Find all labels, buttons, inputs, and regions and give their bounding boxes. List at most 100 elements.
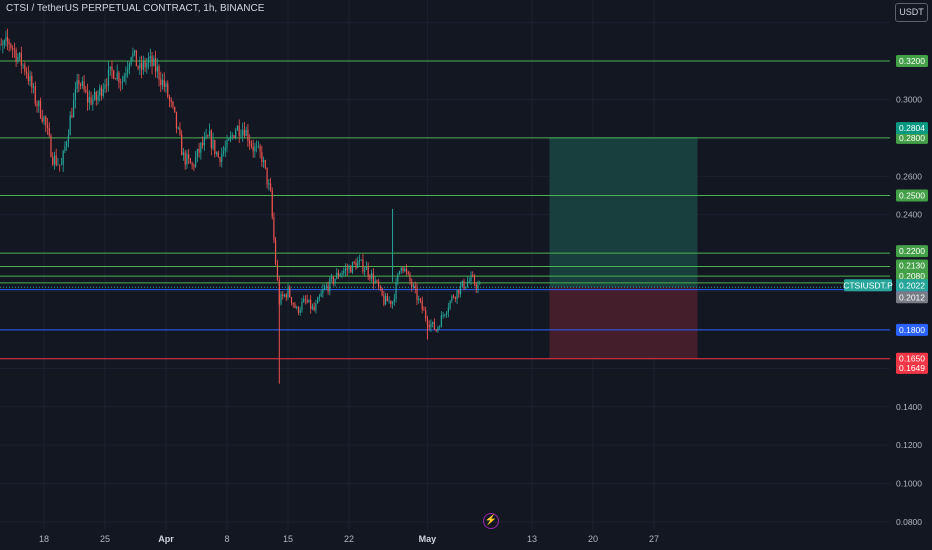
candle-body [332,276,334,284]
candle [287,283,289,300]
candle-body [290,297,293,303]
candle-body [151,56,153,66]
candle-body [379,287,381,289]
candle [320,289,322,297]
candle-body [292,302,294,305]
candle-body [0,44,2,46]
candle [343,267,345,276]
level-tag: 0.1650 [896,352,928,365]
candle [212,132,214,151]
candle-body [86,91,89,103]
candle-body [71,115,73,118]
price-axis-tick: 0.1000 [896,479,922,489]
candle-body [343,270,345,274]
candle-body [362,259,364,272]
candle [259,143,261,159]
candle [468,277,470,283]
candle-body [400,267,402,271]
candle [282,291,284,300]
candle [317,296,319,304]
candle [214,139,216,158]
candle [139,56,141,75]
time-axis[interactable]: 18 25 Apr 8 15 22 May 13 20 27 [39,534,659,544]
candle [17,53,19,64]
candle-body [468,280,470,283]
candle-body [256,146,258,148]
candle [315,299,317,314]
candle-body [336,272,338,279]
lightning-bolt-icon[interactable]: ⚡ [483,513,499,529]
candle [41,109,43,124]
candle [364,266,366,277]
candle [269,177,272,192]
candle-body [249,141,251,144]
candle [48,122,50,138]
level-tag-bg [896,55,928,67]
candle-body [334,278,336,284]
candle [123,72,125,83]
candle-body [5,36,7,41]
candle [264,159,266,170]
candle [245,126,247,137]
candle [25,67,28,79]
candle-body [313,306,315,311]
candle [299,306,301,316]
candle-body [132,52,134,58]
candle-body [364,269,366,272]
candle [233,134,235,139]
candle-body [67,135,69,143]
stop-zone [549,287,698,359]
candle [405,264,408,276]
candle [219,156,221,167]
candle [202,136,204,149]
current-price-tag-text: 0.2022 [899,280,925,290]
candle [114,77,117,80]
candle-body [207,135,209,137]
candle-body [229,136,232,139]
level-tag: 0.2800 [896,131,928,144]
candle-body [3,40,5,45]
candle [479,280,481,285]
candle-body [205,135,207,138]
candle [146,58,148,74]
currency-button[interactable]: USDT [895,3,928,22]
candle [141,55,143,79]
price-labels: 0.32000.28000.25000.22000.21300.20800.20… [843,55,928,374]
candle-body [100,87,103,96]
candle [324,284,326,291]
candle-body [264,160,266,168]
candle [242,122,244,142]
candle-body [446,312,448,315]
candle-body [181,134,183,156]
candle [451,294,453,304]
candle-body [78,80,80,85]
candle-body [175,111,178,128]
candle [465,286,467,290]
candle-body [13,49,15,50]
candle-body [257,146,259,147]
candle-body [62,151,64,165]
candle [332,275,334,286]
candle [168,94,171,108]
candle [90,91,92,106]
candle-body [254,146,256,152]
level-tag-bg [896,352,928,365]
candle-body [437,327,439,331]
candle [207,134,209,138]
candle-body [250,143,252,147]
candle [303,295,305,303]
candle [454,296,456,303]
candle-body [282,294,284,297]
candle [120,78,122,92]
candle-body [46,124,49,128]
candle [250,140,252,149]
candle [149,48,151,67]
candle [20,46,22,74]
candle-body [123,76,125,82]
candle-body [344,268,347,271]
candle-body [104,84,106,90]
candle-body [266,167,268,185]
candle-body [273,217,275,240]
